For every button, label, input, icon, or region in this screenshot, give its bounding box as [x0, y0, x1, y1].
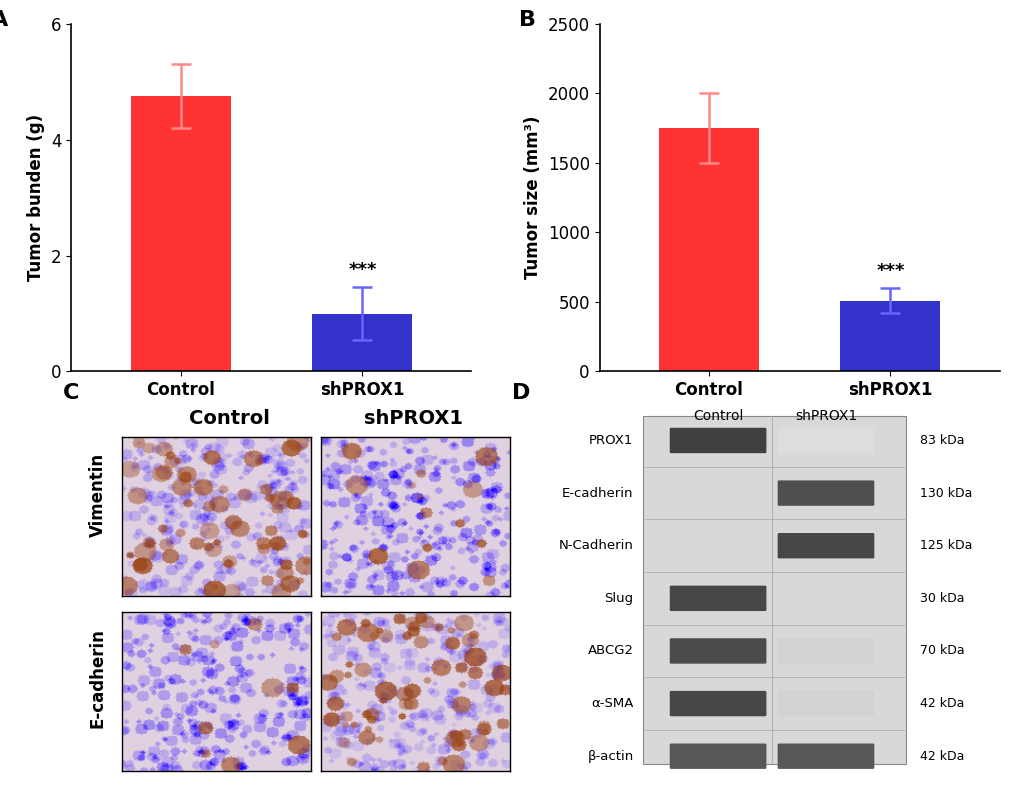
Y-axis label: Tumor size (mm³): Tumor size (mm³) — [524, 116, 541, 279]
FancyBboxPatch shape — [776, 586, 873, 611]
FancyBboxPatch shape — [669, 691, 765, 716]
Text: ABCG2: ABCG2 — [587, 645, 633, 657]
Text: ***: *** — [347, 261, 376, 279]
Text: N-Cadherin: N-Cadherin — [558, 539, 633, 553]
Y-axis label: Tumor bunden (g): Tumor bunden (g) — [28, 114, 46, 281]
Text: α-SMA: α-SMA — [591, 697, 633, 710]
Bar — [312, 313, 412, 371]
Text: D: D — [512, 382, 530, 402]
Text: Slug: Slug — [604, 591, 633, 605]
Text: C: C — [62, 382, 78, 402]
FancyBboxPatch shape — [776, 480, 873, 506]
Text: shPROX1: shPROX1 — [364, 409, 463, 428]
Text: 42 kDa: 42 kDa — [919, 750, 963, 762]
Bar — [658, 128, 758, 371]
Text: 130 kDa: 130 kDa — [919, 487, 971, 499]
FancyBboxPatch shape — [669, 428, 765, 453]
FancyBboxPatch shape — [669, 480, 765, 506]
Text: 125 kDa: 125 kDa — [919, 539, 971, 553]
Text: Control: Control — [692, 409, 743, 423]
Text: E-cadherin: E-cadherin — [561, 487, 633, 499]
FancyBboxPatch shape — [776, 691, 873, 716]
Text: shPROX1: shPROX1 — [794, 409, 856, 423]
Text: Vimentin: Vimentin — [89, 452, 107, 537]
Bar — [840, 301, 940, 371]
Text: Control: Control — [189, 409, 269, 428]
Text: B: B — [519, 10, 536, 30]
FancyBboxPatch shape — [669, 743, 765, 769]
Text: E-cadherin: E-cadherin — [89, 628, 107, 727]
FancyBboxPatch shape — [669, 586, 765, 611]
FancyBboxPatch shape — [776, 638, 873, 664]
Text: β-actin: β-actin — [587, 750, 633, 762]
Bar — [130, 96, 230, 371]
FancyBboxPatch shape — [669, 533, 765, 558]
Text: 42 kDa: 42 kDa — [919, 697, 963, 710]
Text: 70 kDa: 70 kDa — [919, 645, 964, 657]
FancyBboxPatch shape — [776, 743, 873, 769]
FancyBboxPatch shape — [776, 533, 873, 558]
Text: A: A — [0, 10, 8, 30]
Text: 83 kDa: 83 kDa — [919, 434, 963, 447]
Text: 30 kDa: 30 kDa — [919, 591, 963, 605]
FancyBboxPatch shape — [776, 428, 873, 453]
Bar — [642, 417, 905, 764]
Text: ***: *** — [875, 262, 904, 281]
Text: PROX1: PROX1 — [589, 434, 633, 447]
FancyBboxPatch shape — [669, 638, 765, 664]
